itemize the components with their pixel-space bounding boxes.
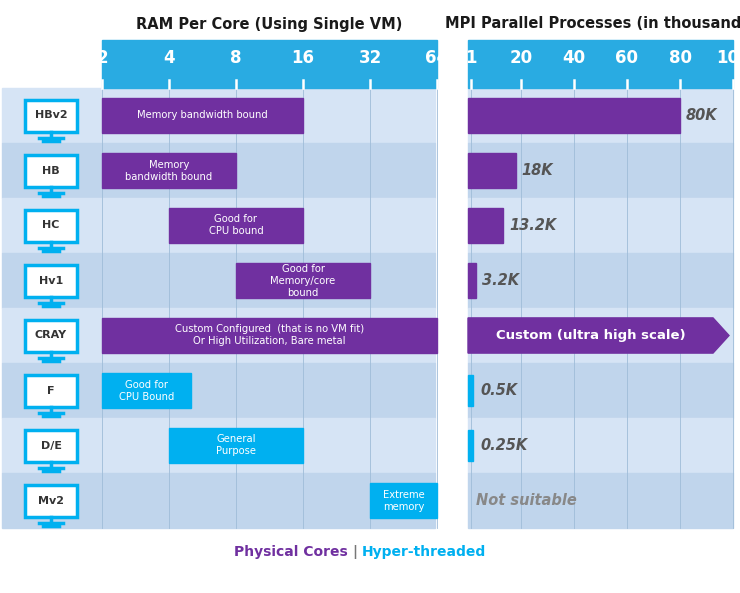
Bar [370, 483, 437, 518]
Bar [468, 363, 733, 418]
Text: 40: 40 [562, 49, 585, 67]
Text: 32: 32 [358, 49, 382, 67]
Text: 2: 2 [96, 49, 108, 67]
Bar [468, 153, 516, 188]
Bar [468, 253, 733, 308]
Text: Not suitable: Not suitable [476, 493, 576, 508]
Text: 3.2K: 3.2K [482, 273, 519, 288]
Text: Mv2: Mv2 [38, 496, 64, 505]
Text: 8: 8 [230, 49, 242, 67]
Text: Memory
bandwidth bound: Memory bandwidth bound [125, 160, 212, 181]
Bar [102, 373, 191, 408]
Bar [2, 308, 435, 363]
Text: 64: 64 [425, 49, 448, 67]
Text: General
Purpose: General Purpose [216, 435, 256, 457]
Bar [468, 98, 680, 133]
Text: 0.25K: 0.25K [480, 438, 527, 453]
Text: Custom Configured  (that is no VM fit)
Or High Utilization, Bare metal: Custom Configured (that is no VM fit) Or… [175, 324, 364, 346]
Text: Extreme
memory: Extreme memory [383, 489, 424, 512]
FancyBboxPatch shape [25, 155, 77, 187]
Bar [468, 208, 503, 243]
Bar [468, 308, 733, 363]
Bar [2, 198, 435, 253]
Text: MPI Parallel Processes (in thousands): MPI Parallel Processes (in thousands) [445, 17, 740, 31]
Text: Good for
CPU bound: Good for CPU bound [209, 215, 263, 237]
Text: Hv1: Hv1 [39, 276, 63, 285]
FancyBboxPatch shape [25, 484, 77, 517]
Bar [169, 428, 303, 463]
Bar [169, 208, 303, 243]
Bar [236, 263, 370, 298]
FancyBboxPatch shape [25, 320, 77, 352]
Text: RAM Per Core (Using Single VM): RAM Per Core (Using Single VM) [136, 17, 403, 31]
Text: 100: 100 [716, 49, 740, 67]
Bar [2, 473, 435, 528]
Text: 80K: 80K [686, 108, 718, 123]
Text: Physical Cores: Physical Cores [235, 545, 348, 559]
Text: |: | [352, 545, 357, 559]
Text: HB: HB [42, 165, 60, 176]
Text: CRAY: CRAY [35, 330, 67, 340]
Bar [468, 473, 733, 528]
FancyBboxPatch shape [25, 429, 77, 461]
Bar [102, 153, 236, 188]
Text: F: F [47, 385, 55, 396]
Bar [2, 253, 435, 308]
Bar [468, 375, 473, 406]
Bar [2, 418, 435, 473]
Text: Good for
Memory/core
bound: Good for Memory/core bound [270, 263, 336, 298]
Text: 16: 16 [292, 49, 314, 67]
Bar [2, 88, 435, 143]
Text: Memory bandwidth bound: Memory bandwidth bound [137, 110, 268, 120]
Bar [468, 418, 733, 473]
Bar [102, 98, 303, 133]
FancyBboxPatch shape [25, 100, 77, 132]
Text: 80: 80 [668, 49, 691, 67]
Text: 13.2K: 13.2K [509, 218, 556, 233]
Text: 0.5K: 0.5K [480, 383, 517, 398]
Bar [468, 198, 733, 253]
Polygon shape [468, 318, 729, 353]
Text: 20: 20 [509, 49, 533, 67]
Text: D/E: D/E [41, 441, 61, 451]
Text: 60: 60 [616, 49, 639, 67]
FancyBboxPatch shape [25, 264, 77, 296]
Bar [102, 318, 437, 353]
Text: 4: 4 [164, 49, 175, 67]
FancyBboxPatch shape [25, 209, 77, 241]
Text: Hyper-threaded: Hyper-threaded [362, 545, 486, 559]
Bar [468, 40, 733, 88]
FancyBboxPatch shape [25, 375, 77, 406]
Text: HC: HC [42, 221, 60, 231]
Text: 1: 1 [465, 49, 477, 67]
Text: Good for
CPU Bound: Good for CPU Bound [118, 380, 174, 401]
Bar [468, 88, 733, 143]
Bar [2, 363, 435, 418]
Text: 18K: 18K [522, 163, 554, 178]
Bar [468, 431, 473, 461]
Bar [102, 40, 437, 88]
Text: Custom (ultra high scale): Custom (ultra high scale) [496, 329, 685, 342]
Text: HBv2: HBv2 [35, 110, 67, 120]
Bar [468, 143, 733, 198]
Bar [2, 143, 435, 198]
Bar [468, 263, 477, 298]
